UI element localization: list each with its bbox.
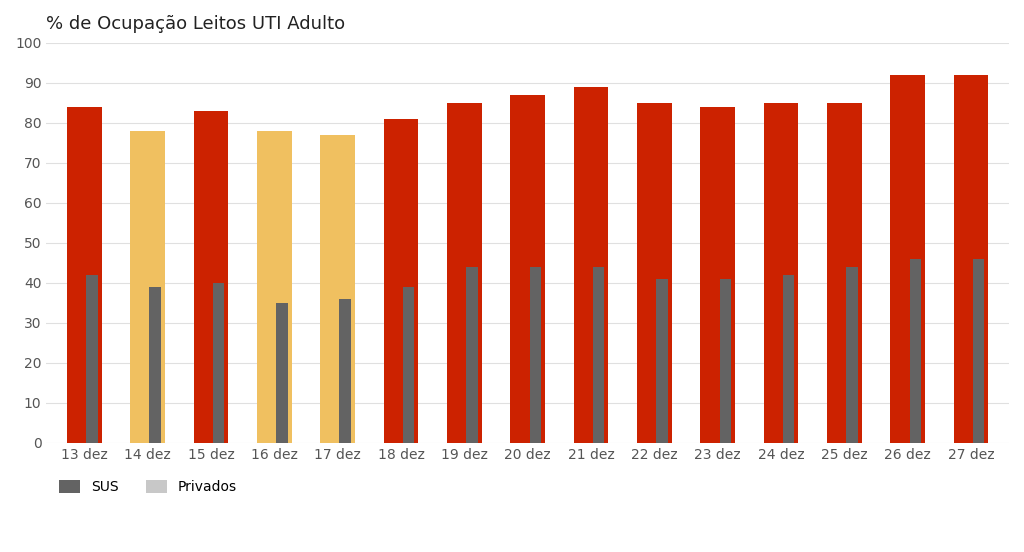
Bar	[783, 275, 795, 443]
Bar	[150, 287, 161, 443]
Bar	[384, 119, 419, 443]
Bar	[593, 267, 604, 443]
Bar	[637, 103, 672, 443]
Bar	[510, 95, 545, 443]
Bar	[194, 111, 228, 443]
Bar	[276, 303, 288, 443]
Bar	[846, 267, 858, 443]
Bar	[466, 267, 477, 443]
Bar	[86, 275, 97, 443]
Bar	[700, 107, 735, 443]
Bar	[890, 75, 925, 443]
Bar	[402, 287, 415, 443]
Bar	[67, 107, 101, 443]
Bar	[130, 131, 165, 443]
Bar	[909, 259, 921, 443]
Bar	[340, 299, 351, 443]
Bar	[213, 283, 224, 443]
Bar	[953, 75, 988, 443]
Bar	[257, 131, 292, 443]
Text: % de Ocupação Leitos UTI Adulto: % de Ocupação Leitos UTI Adulto	[46, 15, 345, 33]
Bar	[720, 279, 731, 443]
Bar	[573, 87, 608, 443]
Legend: SUS, Privados: SUS, Privados	[53, 475, 243, 500]
Bar	[529, 267, 541, 443]
Bar	[321, 135, 355, 443]
Bar	[973, 259, 984, 443]
Bar	[656, 279, 668, 443]
Bar	[764, 103, 799, 443]
Bar	[446, 103, 481, 443]
Bar	[827, 103, 862, 443]
